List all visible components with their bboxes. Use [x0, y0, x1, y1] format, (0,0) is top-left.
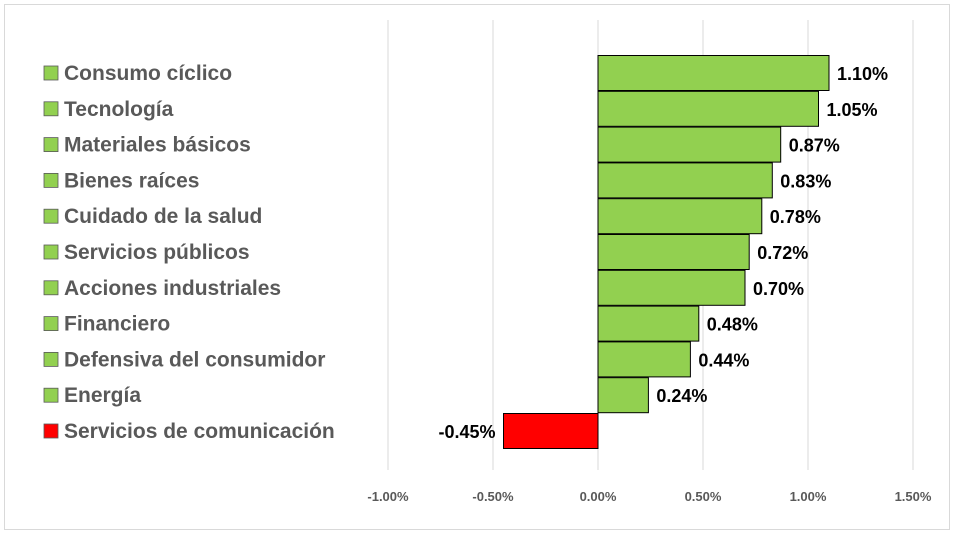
legend-label: Bienes raíces: [64, 169, 199, 192]
bar: [597, 126, 782, 163]
x-tick-label: -0.50%: [472, 489, 514, 504]
bar: [597, 269, 746, 306]
legend: Consumo cíclico Tecnología Materiales bási…: [43, 62, 335, 443]
legend-label: Financiero: [64, 313, 170, 336]
legend-label: Energía: [64, 384, 141, 407]
value-label: 1.05%: [827, 100, 878, 120]
legend-label: Servicios de comunicación: [64, 420, 335, 443]
x-tick-label: 0.50%: [685, 489, 722, 504]
value-label: 0.70%: [753, 279, 804, 299]
x-tick-label: 1.00%: [790, 489, 827, 504]
bar: [597, 162, 773, 199]
legend-label: Cuidado de la salud: [64, 205, 262, 228]
x-tick-label: -1.00%: [367, 489, 409, 504]
legend-swatch: [43, 280, 59, 296]
legend-label: Defensiva del consumidor: [64, 348, 325, 371]
value-label: 1.10%: [837, 64, 888, 84]
value-label: -0.45%: [438, 422, 495, 442]
legend-swatch: [43, 351, 59, 367]
legend-swatch: [43, 208, 59, 224]
value-label: 0.44%: [698, 350, 749, 370]
legend-label: Tecnología: [64, 98, 174, 121]
legend-label: Acciones industriales: [64, 277, 281, 300]
bar: [597, 305, 700, 342]
bar: [597, 55, 830, 91]
legend-label: Servicios públicos: [64, 241, 250, 264]
value-labels: 1.10% 1.05% 0.87% 0.83% 0.78% 0.72% 0.70% 0.48%…: [438, 64, 888, 442]
bar: [597, 234, 750, 270]
value-label: 0.83%: [780, 171, 831, 191]
legend-label: Consumo cíclico: [64, 62, 232, 85]
legend-swatch: [43, 65, 59, 81]
value-label: 0.24%: [656, 386, 707, 406]
value-label: 0.48%: [707, 315, 758, 335]
x-tick-label: 1.50%: [895, 489, 932, 504]
legend-swatch: [43, 101, 59, 117]
bar: [597, 341, 691, 378]
bars: [503, 55, 830, 449]
x-tick-label: 0.00%: [580, 489, 617, 504]
bar: [597, 377, 649, 414]
legend-swatch: [43, 423, 59, 439]
legend-swatch: [43, 316, 59, 332]
x-axis-tick-labels: -1.00% -0.50% 0.00% 0.50% 1.00% 1.50%: [367, 489, 931, 504]
value-label: 0.72%: [757, 243, 808, 263]
legend-swatch: [43, 137, 59, 153]
legend-swatch: [43, 387, 59, 403]
bar: [503, 413, 599, 449]
legend-swatch: [43, 172, 59, 188]
value-label: 0.87%: [789, 136, 840, 156]
value-label: 0.78%: [770, 207, 821, 227]
legend-label: Materiales básicos: [64, 134, 251, 157]
bar: [597, 90, 819, 127]
legend-swatch: [43, 244, 59, 260]
bar: [597, 198, 763, 235]
